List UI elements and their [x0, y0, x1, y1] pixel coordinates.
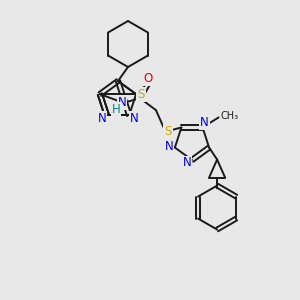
Text: CH₃: CH₃	[220, 111, 239, 122]
Text: S: S	[164, 124, 172, 138]
Text: N: N	[200, 116, 209, 129]
Text: N: N	[98, 112, 106, 125]
Text: S: S	[137, 88, 145, 100]
Text: H: H	[112, 103, 120, 116]
Text: N: N	[183, 157, 191, 169]
Text: N: N	[130, 112, 139, 125]
Text: N: N	[164, 140, 173, 153]
Text: O: O	[143, 72, 153, 85]
Text: N: N	[118, 96, 126, 109]
